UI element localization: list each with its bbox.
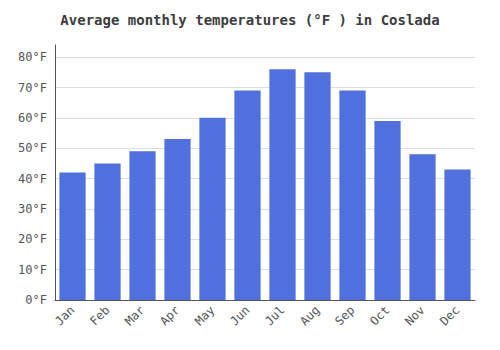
svg-text:0°F: 0°F — [25, 293, 47, 307]
svg-text:Average monthly temperatures (: Average monthly temperatures (°F ) in Co… — [60, 12, 439, 28]
svg-text:Feb: Feb — [87, 303, 112, 328]
svg-text:70°F: 70°F — [18, 81, 47, 95]
svg-text:30°F: 30°F — [18, 202, 47, 216]
svg-text:May: May — [192, 303, 217, 328]
svg-text:Apr: Apr — [157, 303, 182, 328]
svg-text:20°F: 20°F — [18, 232, 47, 246]
svg-text:60°F: 60°F — [18, 111, 47, 125]
svg-text:10°F: 10°F — [18, 263, 47, 277]
svg-text:Mar: Mar — [122, 303, 147, 328]
svg-text:Oct: Oct — [367, 303, 392, 328]
svg-text:80°F: 80°F — [18, 50, 47, 64]
svg-text:Dec: Dec — [437, 303, 462, 328]
svg-text:50°F: 50°F — [18, 141, 47, 155]
svg-text:Aug: Aug — [297, 303, 322, 328]
svg-text:Sep: Sep — [332, 303, 357, 328]
svg-text:Jan: Jan — [52, 303, 77, 328]
svg-text:40°F: 40°F — [18, 172, 47, 186]
svg-text:Nov: Nov — [402, 303, 427, 328]
svg-text:Jul: Jul — [262, 303, 287, 328]
svg-text:Jun: Jun — [227, 303, 252, 328]
